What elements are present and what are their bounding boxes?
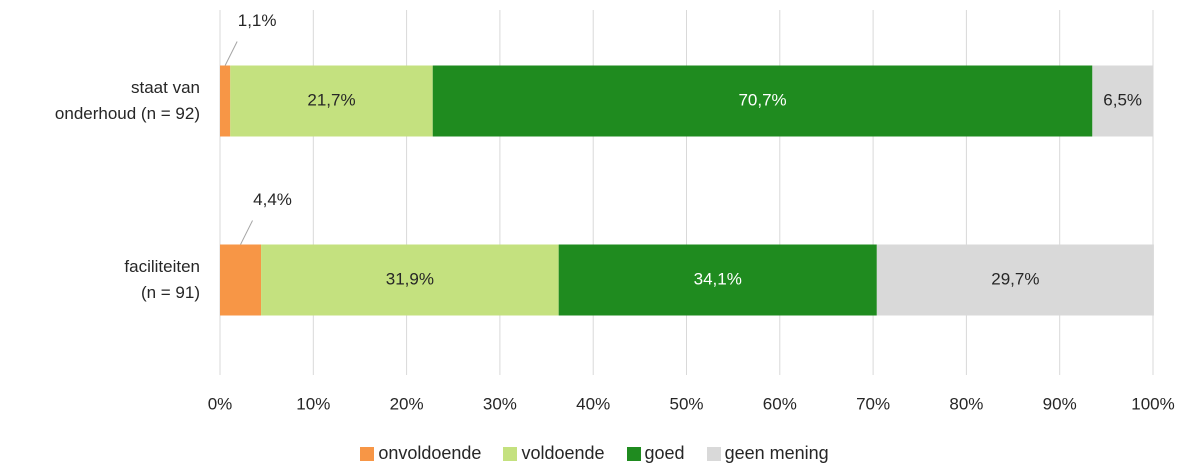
legend-item: onvoldoende [360,443,481,464]
legend-label: voldoende [521,443,605,463]
data-label: 70,7% [738,90,786,109]
legend-label: goed [644,443,685,463]
data-label: 1,1% [238,11,277,30]
bar-segment [876,244,1154,316]
data-label: 29,7% [991,269,1039,288]
legend-label: geen mening [724,443,829,463]
data-label: 6,5% [1103,90,1142,109]
x-tick-label: 60% [763,394,797,413]
leader-line [224,41,238,66]
bar-segment [261,244,559,316]
x-tick-label: 30% [483,394,517,413]
legend-item: geen mening [706,443,829,464]
legend-label: onvoldoende [378,443,482,463]
legend: onvoldoende voldoende goed geen mening [0,443,1189,464]
bar-segment [558,244,877,316]
legend-swatch [503,446,518,461]
x-tick-label: 50% [669,394,703,413]
x-tick-label: 40% [576,394,610,413]
category-label: faciliteiten (n = 91) [124,257,200,302]
legend-item: voldoende [503,443,605,464]
category-label: staat van onderhoud (n = 92) [54,78,200,123]
x-tick-label: 10% [296,394,330,413]
x-tick-label: 70% [856,394,890,413]
x-tick-label: 0% [208,394,233,413]
legend-item: goed [626,443,685,464]
data-label: 31,9% [386,269,434,288]
data-label: 4,4% [253,190,292,209]
x-tick-label: 80% [949,394,983,413]
data-label: 34,1% [694,269,742,288]
x-tick-label: 90% [1043,394,1077,413]
legend-swatch [626,446,641,461]
legend-swatch [706,446,721,461]
bar-segment [432,65,1093,137]
legend-swatch [360,446,375,461]
bar-segment [230,65,433,137]
bar-segment [1092,65,1153,137]
bar-segment [220,244,262,316]
x-tick-label: 100% [1131,394,1174,413]
data-label: 21,7% [307,90,355,109]
leader-line [240,220,253,245]
x-tick-label: 20% [390,394,424,413]
bar-segment [220,65,231,137]
